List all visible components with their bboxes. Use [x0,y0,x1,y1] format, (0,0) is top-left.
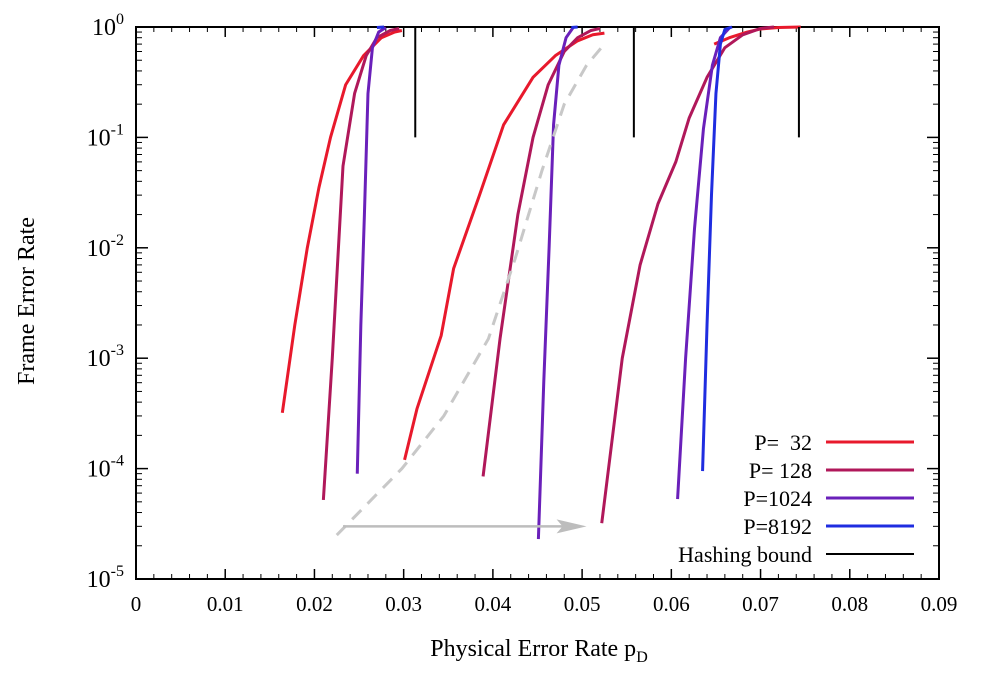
y-tick-label-base: 10 [87,567,111,593]
series-line [403,31,605,461]
x-tick-label: 0.01 [207,592,244,616]
y-tick-label-exponent: 0 [116,11,124,28]
y-tick-label-base: 10 [92,15,116,41]
x-tick-label: 0.08 [831,592,868,616]
x-axis-label: Physical Error Rate pD [430,636,648,666]
y-tick-label-base: 10 [87,125,111,151]
x-tick-label: 0.07 [742,592,779,616]
series-layer [280,25,801,540]
legend-label: P= 128 [749,458,812,483]
series-line [600,25,775,524]
y-tick-label-base: 10 [87,346,111,372]
y-tick-label-base: 10 [87,457,111,483]
x-axis-label-subscript: D [636,649,648,666]
legend: P= 32 P= 128 P=1024 P=8192 Hashing bound [678,430,914,567]
annotation-layer [335,43,606,537]
y-tick-label: 10-2 [87,232,124,262]
x-tick-label: 0.05 [564,592,601,616]
plot-frame [135,26,940,580]
series-3 [355,26,731,540]
series-line [676,26,731,500]
x-tick-label: 0.02 [296,592,333,616]
dashed-trend-curve [335,43,606,537]
series-5 [414,27,800,138]
y-tick-label-exponent: -3 [111,342,124,359]
legend-label: P= 32 [754,430,812,455]
y-axis-label: Frame Error Rate [14,217,40,385]
y-tick-label-exponent: -4 [111,453,124,470]
x-axis-label-main: Physical Error Rate p [430,636,636,662]
y-tick-label: 10-4 [87,453,124,483]
series-2 [321,25,775,524]
series-line [701,25,733,472]
x-tick-label: 0.03 [385,592,422,616]
y-tick-label: 10-1 [87,121,124,151]
y-tick-label-exponent: -5 [111,563,124,580]
x-tick-label: 0.09 [921,592,958,616]
y-tick-label-base: 10 [87,236,111,262]
y-tick-label-exponent: -1 [111,121,124,138]
y-tick-label: 10-3 [87,342,124,372]
legend-label: P=1024 [743,486,812,511]
series-line [536,26,575,540]
y-tick-label: 100 [92,11,124,41]
series-4 [376,25,733,472]
series-line [355,26,387,474]
series-line [280,29,403,414]
x-tick-label: 0 [131,592,142,616]
legend-label: Hashing bound [678,542,812,567]
axis-ticks: 0 0.01 0.02 0.03 0.04 0.05 0.06 0.07 0.08 0.0910-… [87,11,958,616]
x-tick-label: 0.04 [475,592,512,616]
series-line [481,26,601,477]
shift-arrow-head [556,519,587,534]
legend-label: P=8192 [743,514,812,539]
plot-area [135,26,940,580]
series-line [321,26,400,501]
x-tick-label: 0.06 [653,592,690,616]
y-tick-label: 10-5 [87,563,124,593]
y-tick-label-exponent: -2 [111,232,124,249]
